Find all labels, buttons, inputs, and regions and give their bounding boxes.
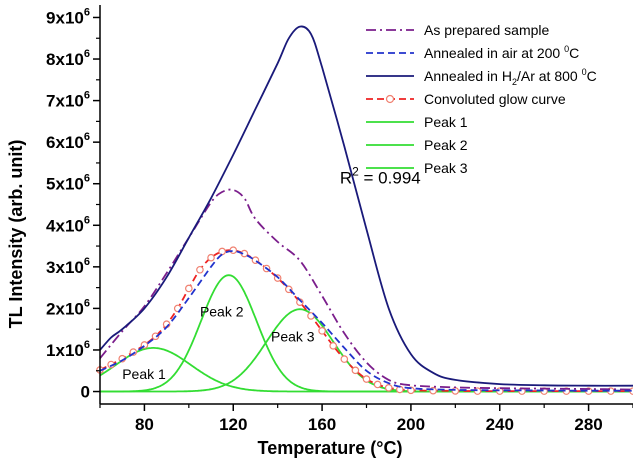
series-line xyxy=(99,274,633,393)
axes-layer: 80 120 160 200 240 280 0 1x106 2x106 3x106 4x106 5x… xyxy=(46,5,633,434)
series-point xyxy=(362,375,371,383)
y-tick-label: 0 xyxy=(81,383,90,402)
legend-label: Convoluted glow curve xyxy=(424,91,566,107)
y-axis-title: TL Intensity (arb. unit) xyxy=(6,140,26,329)
y-tick-label: 9x106 xyxy=(46,6,90,27)
peak-annotation: Peak 3 xyxy=(271,329,315,345)
series-point xyxy=(318,327,326,335)
series-line xyxy=(99,250,633,392)
plot-layer xyxy=(96,25,633,395)
x-tick-label: 80 xyxy=(135,415,154,434)
series-point xyxy=(207,253,215,262)
y-tick-label: 4x106 xyxy=(46,214,90,235)
x-tick-label: 160 xyxy=(308,415,336,434)
y-tick-label: 7x106 xyxy=(46,90,90,111)
series-line xyxy=(99,188,633,391)
y-tick-label: 2x106 xyxy=(46,297,90,318)
series-point xyxy=(340,355,349,363)
peak-annotation: Peak 2 xyxy=(200,304,244,320)
series-point xyxy=(351,366,360,375)
annotations: Peak 1 Peak 2 Peak 3 R2 = 0.994 xyxy=(122,165,421,382)
y-tick-label: 5x106 xyxy=(46,173,90,194)
y-tick-label: 6x106 xyxy=(46,131,90,152)
peak-annotation: Peak 1 xyxy=(122,366,166,382)
series-point xyxy=(384,383,393,392)
series-point xyxy=(329,342,337,350)
x-tick-label: 120 xyxy=(219,415,247,434)
y-tick-label: 1x106 xyxy=(46,339,90,360)
x-tick-label: 200 xyxy=(397,415,425,434)
series-line xyxy=(99,25,633,387)
r-squared-label: R2 = 0.994 xyxy=(340,165,421,188)
series-point xyxy=(218,247,226,256)
legend: As prepared sample Annealed in air at 200… xyxy=(366,22,597,176)
legend-label: Peak 1 xyxy=(424,114,468,130)
x-tick-label: 280 xyxy=(574,415,602,434)
x-tick-label: 240 xyxy=(486,415,514,434)
legend-label: Annealed in air at 200 0C xyxy=(424,44,579,61)
legend-label: Peak 3 xyxy=(424,160,468,176)
series-point xyxy=(451,387,460,395)
series-point xyxy=(151,332,160,341)
x-axis-title: Temperature (°C) xyxy=(258,438,403,458)
legend-label: Annealed in H2/Ar at 800 0C xyxy=(424,67,597,87)
series-point xyxy=(473,387,482,395)
series-point xyxy=(185,284,193,293)
series-point xyxy=(373,380,382,389)
y-tick-label: 8x106 xyxy=(46,48,90,69)
y-tick-label: 3x106 xyxy=(46,256,90,277)
series-point xyxy=(196,265,204,274)
legend-marker xyxy=(385,94,395,104)
legend-label: As prepared sample xyxy=(424,22,550,38)
legend-label: Peak 2 xyxy=(424,137,468,153)
